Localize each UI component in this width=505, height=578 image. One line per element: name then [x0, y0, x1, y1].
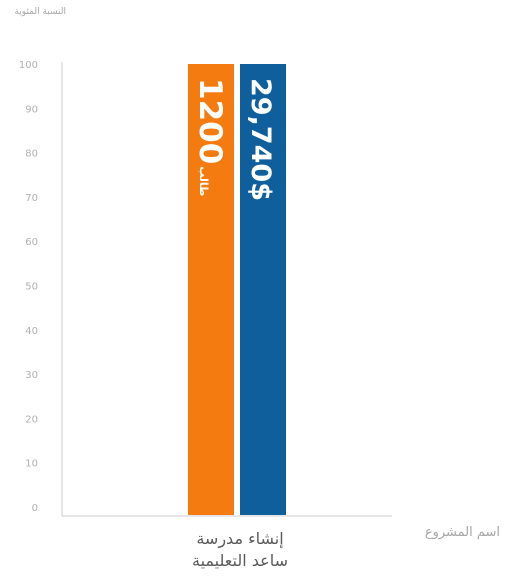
y-tick-label: 0	[32, 503, 38, 514]
y-tick-label: 10	[25, 459, 38, 470]
category-label-line-2: ساعد التعليمية	[192, 551, 288, 570]
bar-value-label: 29,740$	[245, 78, 276, 201]
y-tick-label: 80	[25, 149, 38, 160]
y-tick-label: 90	[25, 104, 38, 115]
y-tick-label: 70	[25, 193, 38, 204]
y-tick-label: 100	[19, 60, 38, 71]
x-axis-title: اسم المشروع	[424, 525, 500, 540]
y-tick-label: 60	[25, 237, 38, 248]
bar-value-label: طالب 1200	[192, 78, 228, 196]
category-label-line-1: إنشاء مدرسة	[196, 529, 284, 548]
y-tick-label: 20	[25, 414, 38, 425]
bar-series-2	[240, 64, 286, 515]
y-tick-label: 40	[25, 326, 38, 337]
category-label: إنشاء مدرسة ساعد التعليمية	[120, 528, 360, 572]
y-axis-title: النسبة المئوية	[14, 7, 66, 17]
y-tick-label: 50	[25, 282, 38, 293]
y-tick-label: 30	[25, 370, 38, 381]
bar-series-1	[188, 64, 234, 515]
